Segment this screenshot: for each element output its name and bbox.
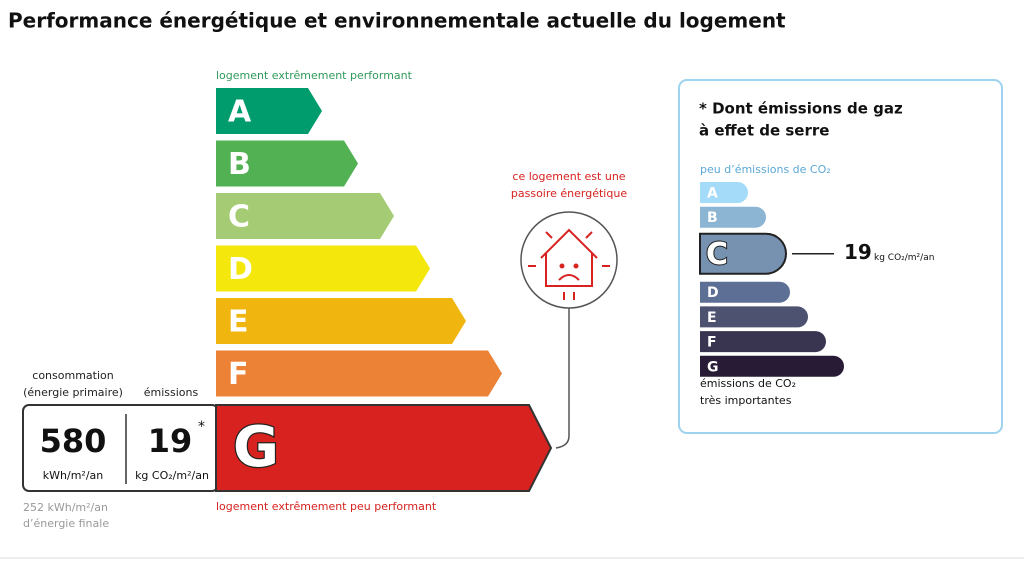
ghg-class-letter: A bbox=[707, 186, 718, 202]
energy-class-arrow bbox=[216, 140, 358, 187]
ghg-value: 19 bbox=[844, 240, 872, 264]
ghg-title: à effet de serre bbox=[699, 122, 829, 140]
ghg-class-bar bbox=[700, 281, 790, 303]
ghg-class-letter: C bbox=[706, 237, 728, 272]
ghg-class-letter: B bbox=[707, 210, 718, 226]
ghg-class-bar bbox=[700, 355, 844, 377]
ghg-class-bar bbox=[700, 331, 826, 353]
passoire-label: ce logement est une bbox=[512, 170, 625, 183]
ghg-class-bar bbox=[699, 232, 787, 275]
consumption-value: 580 bbox=[40, 422, 107, 460]
asterisk: * bbox=[198, 419, 205, 435]
energy-class-letter: B bbox=[228, 147, 251, 182]
final-energy: 252 kWh/m²/an bbox=[23, 501, 108, 514]
ghg-bottom-label: émissions de CO₂ bbox=[700, 377, 796, 390]
energy-class-arrow bbox=[216, 245, 430, 292]
title: Performance énergétique et environnement… bbox=[8, 9, 786, 33]
emissions-unit: kg CO₂/m²/an bbox=[135, 469, 209, 482]
top-label: logement extrêmement performant bbox=[216, 69, 413, 82]
final-energy: d’énergie finale bbox=[23, 517, 109, 530]
energy-class-letter: F bbox=[228, 357, 249, 392]
passoire-circle bbox=[520, 211, 618, 309]
connector bbox=[555, 308, 570, 449]
consumption-unit: kWh/m²/an bbox=[43, 469, 103, 482]
consumption-label: (énergie primaire) bbox=[23, 386, 123, 399]
passoire-label: passoire énergétique bbox=[511, 187, 627, 200]
ghg-class-letter: F bbox=[707, 335, 717, 351]
ghg-class-bar bbox=[700, 306, 809, 328]
energy-class-arrow bbox=[216, 88, 322, 134]
house-icon bbox=[528, 228, 610, 300]
bottom-label: logement extrêmement peu performant bbox=[216, 500, 437, 513]
energy-class-letter: G bbox=[233, 415, 279, 480]
ghg-unit: kg CO₂/m²/an bbox=[874, 253, 934, 263]
energy-class-letter: C bbox=[228, 200, 250, 235]
ghg-class-letter: D bbox=[707, 285, 719, 301]
ghg-bottom-label: très importantes bbox=[700, 394, 792, 407]
energy-class-letter: E bbox=[228, 305, 249, 340]
ghg-class-letter: E bbox=[707, 310, 717, 326]
energy-class-letter: A bbox=[228, 95, 252, 130]
energy-class-arrow bbox=[216, 193, 394, 239]
emissions-value: 19 bbox=[148, 422, 193, 460]
energy-class-arrow bbox=[215, 404, 553, 492]
ghg-class-bar bbox=[700, 206, 767, 228]
consumption-label: consommation bbox=[32, 369, 113, 382]
ghg-class-bar bbox=[700, 182, 748, 203]
ghg-title: * Dont émissions de gaz bbox=[699, 100, 903, 118]
ghg-top-label: peu d’émissions de CO₂ bbox=[700, 163, 831, 176]
ghg-class-letter: G bbox=[707, 359, 719, 375]
energy-class-arrow bbox=[216, 350, 502, 397]
energy-class-arrow bbox=[216, 298, 466, 344]
energy-class-letter: D bbox=[228, 252, 253, 287]
emissions-label: émissions bbox=[144, 386, 199, 399]
